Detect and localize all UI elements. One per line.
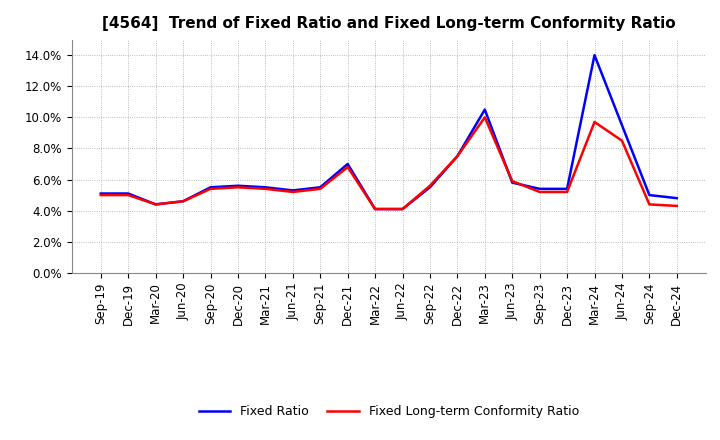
Fixed Ratio xyxy=(151,202,160,207)
Fixed Ratio xyxy=(590,52,599,58)
Fixed Long-term Conformity Ratio xyxy=(536,189,544,194)
Fixed Ratio xyxy=(179,198,187,204)
Fixed Long-term Conformity Ratio xyxy=(453,154,462,159)
Fixed Ratio xyxy=(206,185,215,190)
Fixed Long-term Conformity Ratio xyxy=(371,206,379,212)
Fixed Ratio xyxy=(426,185,434,190)
Fixed Ratio xyxy=(261,185,270,190)
Fixed Long-term Conformity Ratio xyxy=(645,202,654,207)
Title: [4564]  Trend of Fixed Ratio and Fixed Long-term Conformity Ratio: [4564] Trend of Fixed Ratio and Fixed Lo… xyxy=(102,16,675,32)
Fixed Ratio xyxy=(508,180,516,185)
Fixed Long-term Conformity Ratio xyxy=(96,192,105,198)
Fixed Ratio xyxy=(618,122,626,128)
Fixed Ratio xyxy=(398,206,407,212)
Fixed Long-term Conformity Ratio xyxy=(672,203,681,209)
Fixed Long-term Conformity Ratio xyxy=(563,189,572,194)
Fixed Long-term Conformity Ratio xyxy=(480,115,489,120)
Fixed Ratio xyxy=(672,195,681,201)
Fixed Long-term Conformity Ratio xyxy=(289,189,297,194)
Fixed Long-term Conformity Ratio xyxy=(590,119,599,125)
Fixed Ratio xyxy=(233,183,242,188)
Fixed Long-term Conformity Ratio xyxy=(124,192,132,198)
Fixed Ratio xyxy=(645,192,654,198)
Fixed Ratio xyxy=(343,161,352,167)
Fixed Ratio xyxy=(453,154,462,159)
Fixed Ratio xyxy=(480,107,489,112)
Fixed Long-term Conformity Ratio xyxy=(151,202,160,207)
Fixed Long-term Conformity Ratio xyxy=(316,186,325,191)
Line: Fixed Long-term Conformity Ratio: Fixed Long-term Conformity Ratio xyxy=(101,117,677,209)
Fixed Long-term Conformity Ratio xyxy=(179,198,187,204)
Fixed Long-term Conformity Ratio xyxy=(206,186,215,191)
Fixed Ratio xyxy=(96,191,105,196)
Legend: Fixed Ratio, Fixed Long-term Conformity Ratio: Fixed Ratio, Fixed Long-term Conformity … xyxy=(194,400,584,423)
Fixed Long-term Conformity Ratio xyxy=(618,138,626,143)
Fixed Ratio xyxy=(563,186,572,191)
Fixed Long-term Conformity Ratio xyxy=(343,165,352,170)
Fixed Long-term Conformity Ratio xyxy=(398,206,407,212)
Fixed Ratio xyxy=(124,191,132,196)
Fixed Ratio xyxy=(536,186,544,191)
Fixed Ratio xyxy=(289,188,297,193)
Fixed Long-term Conformity Ratio xyxy=(233,185,242,190)
Line: Fixed Ratio: Fixed Ratio xyxy=(101,55,677,209)
Fixed Long-term Conformity Ratio xyxy=(426,183,434,188)
Fixed Ratio xyxy=(371,206,379,212)
Fixed Ratio xyxy=(316,185,325,190)
Fixed Long-term Conformity Ratio xyxy=(508,179,516,184)
Fixed Long-term Conformity Ratio xyxy=(261,186,270,191)
